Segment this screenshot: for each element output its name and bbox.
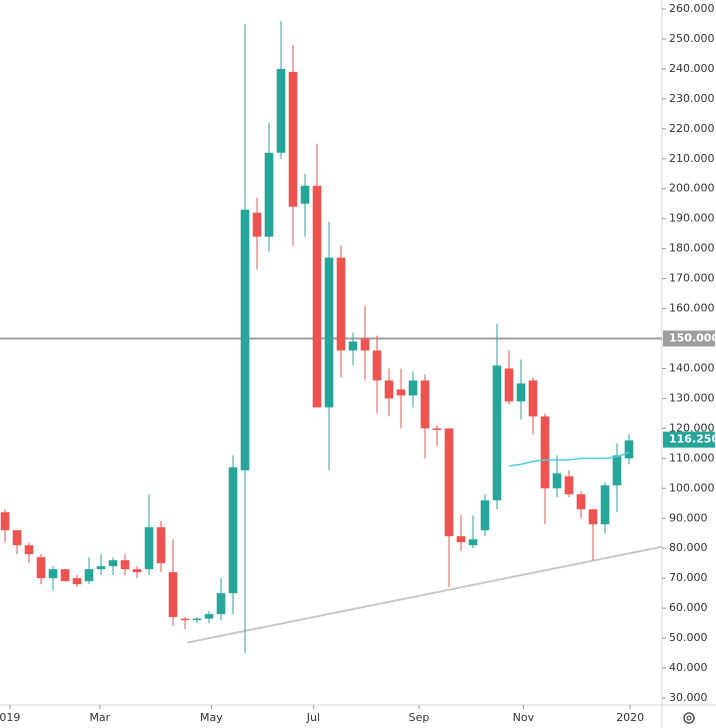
candle-body [48, 569, 58, 579]
candle-body [504, 368, 514, 402]
y-tick-label: 220.000 [669, 122, 715, 135]
candle-body [372, 350, 382, 381]
x-tick-label: Sep [409, 711, 430, 724]
gear [683, 712, 695, 724]
y-tick-label: 100.000 [669, 481, 715, 494]
candle-body [384, 380, 394, 399]
y-tick-label: 40.000 [669, 661, 708, 674]
last-price-label: 116.250 [669, 433, 716, 446]
y-tick-label: 170.000 [669, 272, 715, 285]
candle-body [360, 338, 370, 351]
candle-body [480, 500, 490, 531]
settings-icon[interactable] [683, 712, 695, 724]
candle-body [528, 380, 538, 417]
y-tick-label: 110.000 [669, 451, 715, 464]
candle-body [156, 527, 166, 564]
x-tick-label: Mar [89, 711, 110, 724]
candle-body [24, 545, 34, 555]
y-tick-label: 30.000 [669, 691, 708, 704]
x-tick-label: 2020 [616, 711, 644, 724]
level-badge [663, 330, 715, 347]
y-tick-label: 60.000 [669, 601, 708, 614]
y-tick-label: 70.000 [669, 571, 708, 584]
candle-body [84, 569, 94, 582]
candle-body [204, 614, 214, 619]
x-tick-label: Jul [306, 711, 320, 724]
candle-body [240, 209, 250, 471]
candle-body [576, 494, 586, 510]
candle-body [624, 440, 634, 459]
moving-average [508, 451, 630, 467]
candle-body [120, 560, 130, 570]
candle-body [612, 455, 622, 486]
candle-body [192, 618, 202, 621]
y-tick-label: 140.000 [669, 361, 715, 374]
y-tick-label: 200.000 [669, 182, 715, 195]
candle-body [228, 467, 238, 594]
candle-body [540, 416, 550, 489]
candle-body [216, 593, 226, 615]
y-tick-label: 180.000 [669, 242, 715, 255]
candle-body [432, 428, 442, 430]
candle-body [600, 485, 610, 525]
candle-body [588, 509, 598, 525]
candle-body [276, 68, 286, 153]
candle-body [168, 572, 178, 618]
candle-body [456, 536, 466, 543]
candle-body [396, 389, 406, 396]
last-price-badge [663, 431, 715, 448]
candle-body [288, 71, 298, 207]
candle-body [552, 473, 562, 489]
candle-body [108, 560, 118, 567]
candle-body [564, 476, 574, 495]
candle-body [0, 512, 10, 531]
x-tick-label: May [200, 711, 223, 724]
candle-body [252, 212, 262, 237]
y-tick-label: 50.000 [669, 631, 708, 644]
x-tick-label: 019 [0, 711, 20, 724]
candle-body [60, 569, 70, 582]
candle-body [420, 380, 430, 429]
candle-body [96, 566, 106, 570]
gear-hub [686, 715, 692, 721]
candle-body [444, 428, 454, 537]
candle-body [264, 152, 274, 237]
candle-body [336, 257, 346, 351]
candle-body [312, 185, 322, 408]
y-tick-label: 120.000 [669, 421, 715, 434]
trend-line [187, 545, 663, 644]
candle-body [36, 557, 46, 579]
candle-body [180, 618, 190, 621]
y-tick-label: 240.000 [669, 62, 715, 75]
y-tick-label: 230.000 [669, 92, 715, 105]
y-tick-label: 210.000 [669, 152, 715, 165]
candle-body [144, 527, 154, 570]
candle-body [324, 257, 334, 408]
candle-body [408, 380, 418, 396]
candle-body [132, 569, 142, 573]
y-tick-label: 250.000 [669, 32, 715, 45]
candle-body [492, 365, 502, 501]
candle-body [348, 341, 358, 351]
candle-body [12, 530, 22, 546]
y-tick-label: 130.000 [669, 391, 715, 404]
candle-body [72, 578, 82, 585]
level-label: 150.000 [669, 332, 716, 345]
y-tick-label: 190.000 [669, 212, 715, 225]
candle-body [468, 539, 478, 546]
y-tick-label: 90.000 [669, 511, 708, 524]
y-tick-label: 80.000 [669, 541, 708, 554]
x-tick-label: Nov [513, 711, 535, 724]
y-tick-label: 160.000 [669, 302, 715, 315]
y-tick-label: 260.000 [669, 2, 715, 15]
candle-body [300, 185, 310, 204]
candle-body [516, 383, 526, 402]
